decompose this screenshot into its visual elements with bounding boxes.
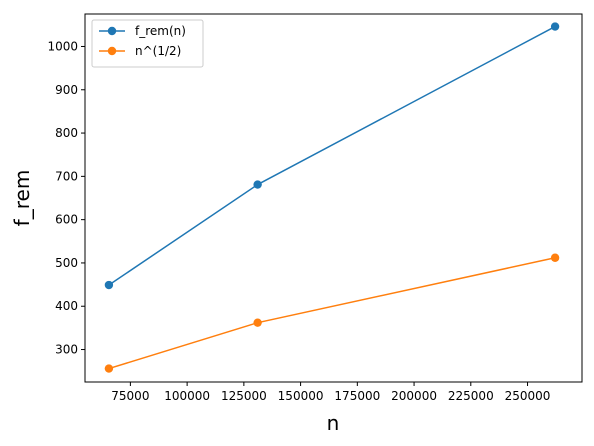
y-tick-label: 600 xyxy=(55,213,78,227)
x-tick-label: 75000 xyxy=(111,389,149,403)
y-tick-label: 900 xyxy=(55,83,78,97)
y-tick-label: 800 xyxy=(55,126,78,140)
data-point-n-1-2 xyxy=(253,318,261,326)
data-point-f-rem-n xyxy=(105,281,113,289)
data-point-n-1-2 xyxy=(105,364,113,372)
legend-label: n^(1/2) xyxy=(135,44,181,58)
x-tick-label: 100000 xyxy=(164,389,210,403)
x-tick-label: 175000 xyxy=(334,389,380,403)
legend-label: f_rem(n) xyxy=(135,24,186,38)
x-tick-label: 250000 xyxy=(505,389,551,403)
x-tick-label: 150000 xyxy=(278,389,324,403)
legend-swatch-marker xyxy=(108,27,116,35)
y-tick-label: 500 xyxy=(55,256,78,270)
data-point-f-rem-n xyxy=(253,180,261,188)
legend: f_rem(n) n^(1/2) xyxy=(92,20,203,67)
y-axis-label: f_rem xyxy=(10,170,34,227)
x-tick-label: 225000 xyxy=(448,389,494,403)
data-point-f-rem-n xyxy=(551,22,559,30)
y-tick-label: 300 xyxy=(55,343,78,357)
data-point-n-1-2 xyxy=(551,254,559,262)
y-tick-label: 700 xyxy=(55,169,78,183)
x-tick-label: 200000 xyxy=(391,389,437,403)
x-axis-label: n xyxy=(327,411,340,435)
y-tick-label: 400 xyxy=(55,299,78,313)
y-tick-label: 1000 xyxy=(47,39,78,53)
legend-swatch-marker xyxy=(108,47,116,55)
x-tick-label: 125000 xyxy=(221,389,267,403)
